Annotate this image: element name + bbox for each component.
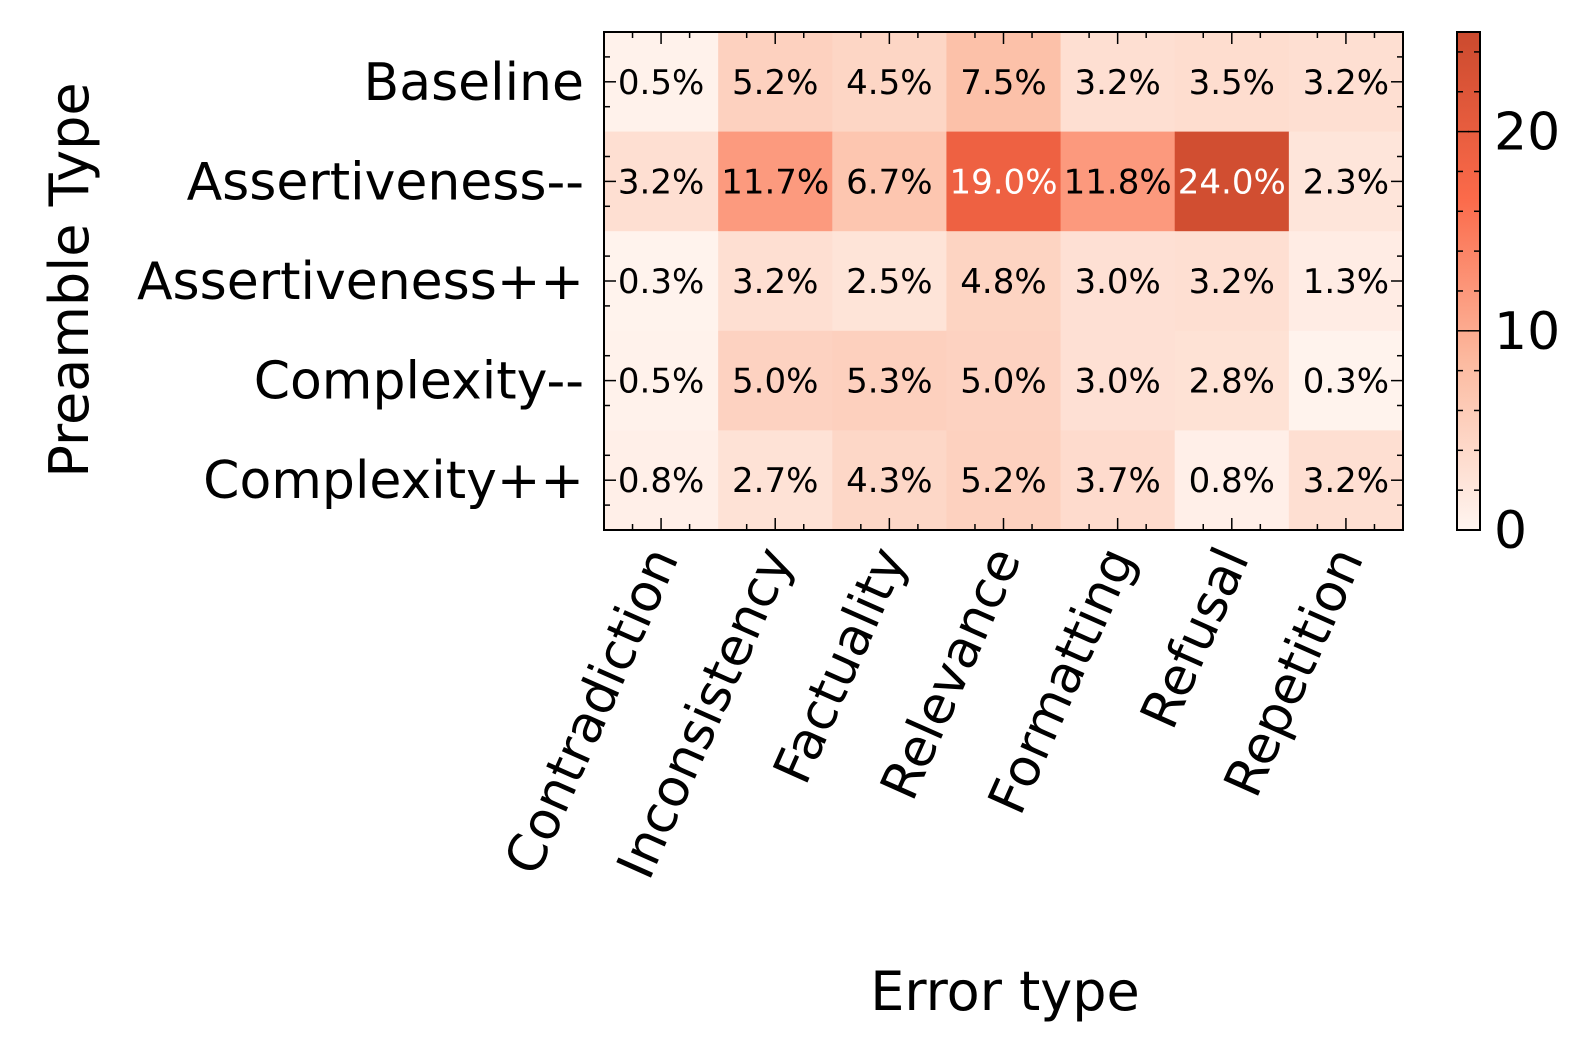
cell-value-label: 24.0% — [1178, 162, 1286, 202]
heatmap-cell-labels: 0.5% 5.2% 4.5% 7.5% 3.2% 3.5% 3.2% 3.2% 11.7% 6.7… — [618, 63, 1389, 501]
y-tick-label: Complexity++ — [203, 451, 584, 511]
cell-value-label: 4.5% — [846, 63, 932, 103]
y-tick-labels: Baseline Assertiveness-- Assertiveness++ Co… — [137, 53, 584, 511]
heatmap-cell — [604, 131, 719, 232]
cell-value-label: 1.3% — [1303, 262, 1389, 302]
cell-value-label: 5.3% — [846, 362, 932, 402]
heatmap-cell — [946, 231, 1062, 332]
cell-value-label: 5.2% — [960, 461, 1046, 501]
cell-value-label: 0.5% — [618, 63, 704, 103]
x-tick-label: Refusal — [1129, 539, 1261, 737]
colorbar: 0 10 20 — [1456, 31, 1560, 561]
heatmap-cell — [1174, 330, 1290, 431]
heatmap-cell — [1288, 231, 1404, 332]
cell-value-label: 2.8% — [1189, 362, 1275, 402]
plot-frame-ticks — [604, 32, 1403, 530]
heatmap-cell — [832, 231, 947, 332]
colorbar-gradient — [1456, 31, 1481, 531]
heatmap-cell — [1174, 32, 1290, 133]
cell-value-label: 5.0% — [732, 362, 818, 402]
cell-value-label: 3.2% — [1074, 63, 1160, 103]
cell-value-label: 5.0% — [960, 362, 1046, 402]
cell-value-label: 5.2% — [732, 63, 818, 103]
y-axis-label: Preamble Type — [38, 82, 101, 477]
cell-value-label: 11.8% — [1064, 162, 1172, 202]
cell-value-label: 3.2% — [618, 162, 704, 202]
heatmap-cell — [1060, 231, 1176, 332]
heatmap-cell — [946, 32, 1062, 133]
heatmap-cell — [604, 231, 719, 332]
heatmap-cell — [946, 330, 1062, 431]
heatmap-cell — [832, 32, 947, 133]
colorbar-ticks: 0 10 20 — [1457, 51, 1560, 561]
cell-value-label: 0.5% — [618, 362, 704, 402]
colorbar-tick-label: 0 — [1494, 501, 1527, 561]
heatmap-cell — [1288, 32, 1404, 133]
heatmap-cell — [718, 131, 833, 232]
heatmap-cell — [718, 231, 833, 332]
heatmap-cell — [832, 330, 947, 431]
heatmap-cell — [1174, 131, 1290, 232]
heatmap-cell — [946, 131, 1062, 232]
cell-value-label: 3.0% — [1074, 362, 1160, 402]
heatmap-cell — [1060, 330, 1176, 431]
cell-value-label: 19.0% — [949, 162, 1057, 202]
x-tick-labels: ContradictionInconsistencyFactualityRele… — [494, 539, 1376, 888]
cell-value-label: 7.5% — [960, 63, 1046, 103]
cell-value-label: 3.2% — [1303, 461, 1389, 501]
cell-value-label: 6.7% — [846, 162, 932, 202]
cell-value-label: 3.0% — [1074, 262, 1160, 302]
cell-value-label: 11.7% — [721, 162, 829, 202]
heatmap-cells — [604, 32, 1404, 531]
heatmap-cell — [832, 131, 947, 232]
colorbar-tick-label: 10 — [1494, 302, 1560, 362]
heatmap-cell — [1288, 131, 1404, 232]
heatmap-cell — [1060, 131, 1176, 232]
cell-value-label: 3.2% — [1189, 262, 1275, 302]
cell-value-label: 2.3% — [1303, 162, 1389, 202]
y-tick-label: Assertiveness++ — [137, 252, 584, 312]
cell-value-label: 4.3% — [846, 461, 932, 501]
cell-value-label: 3.2% — [732, 262, 818, 302]
cell-value-label: 3.2% — [1303, 63, 1389, 103]
cell-value-label: 0.3% — [618, 262, 704, 302]
heatmap-cell — [1060, 32, 1176, 133]
y-tick-label: Assertiveness-- — [187, 152, 584, 212]
cell-value-label: 2.5% — [846, 262, 932, 302]
cell-value-label: 4.8% — [960, 262, 1046, 302]
x-axis-label: Error type — [870, 960, 1139, 1023]
cell-value-label: 0.8% — [1189, 461, 1275, 501]
heatmap-cell — [718, 32, 833, 133]
heatmap-cell — [718, 330, 833, 431]
heatmap-cell — [604, 32, 719, 133]
cell-value-label: 2.7% — [732, 461, 818, 501]
cell-value-label: 3.5% — [1189, 63, 1275, 103]
y-tick-label: Baseline — [364, 53, 584, 113]
heatmap-cell — [1288, 430, 1404, 531]
cell-value-label: 3.7% — [1074, 461, 1160, 501]
heatmap-cell — [604, 430, 719, 531]
heatmap-cell — [1288, 330, 1404, 431]
heatmap-cell — [1174, 231, 1290, 332]
y-tick-label: Complexity-- — [254, 352, 584, 412]
heatmap-cell — [1060, 430, 1176, 531]
heatmap-cell — [604, 330, 719, 431]
colorbar-tick-label: 20 — [1494, 103, 1560, 163]
cell-value-label: 0.3% — [1303, 362, 1389, 402]
heatmap-cell — [832, 430, 947, 531]
heatmap-cell — [718, 430, 833, 531]
heatmap-cell — [1174, 430, 1290, 531]
heatmap-cell — [946, 430, 1062, 531]
cell-value-label: 0.8% — [618, 461, 704, 501]
